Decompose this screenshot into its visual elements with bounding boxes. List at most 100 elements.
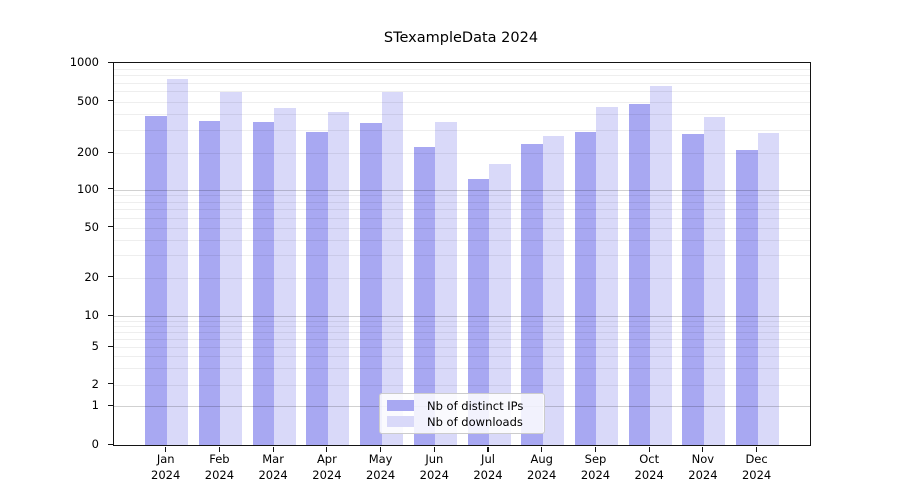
x-tick-mark-may [380, 447, 382, 452]
y-tick-label-200: 200 [77, 145, 99, 159]
bar-jul-distinct-ips [467, 178, 490, 445]
gridline-500 [114, 101, 810, 103]
x-tick-label-jan: Jan 2024 [151, 452, 181, 482]
x-tick-mark-apr [326, 447, 328, 452]
gridline-90 [114, 195, 810, 197]
bar-apr-distinct-ips [306, 131, 328, 445]
plot-area: Nb of distinct IPs Nb of downloads [113, 62, 811, 446]
legend-item-downloads: Nb of downloads [387, 414, 536, 429]
x-tick-label-jul: Jul 2024 [473, 452, 503, 482]
bar-nov-downloads [703, 116, 726, 445]
bar-jul-downloads [489, 164, 511, 445]
x-tick-mark-aug [541, 447, 543, 452]
legend: Nb of distinct IPs Nb of downloads [379, 393, 545, 434]
gridline-4 [114, 356, 810, 358]
x-tick-mark-oct [648, 447, 650, 452]
y-tick-mark-0 [108, 443, 113, 445]
gridline-5 [114, 347, 810, 348]
x-tick-label-sep: Sep 2024 [580, 452, 611, 482]
gridline-600 [114, 91, 810, 93]
x-tick-label-nov: Nov 2024 [688, 452, 718, 482]
y-tick-mark-20 [108, 276, 113, 278]
legend-item-distinct-ips: Nb of distinct IPs [387, 398, 536, 413]
y-tick-mark-500 [108, 100, 113, 102]
x-tick-mark-mar [272, 447, 274, 452]
gridline-9 [114, 320, 810, 322]
y-tick-mark-10 [108, 314, 113, 316]
x-tick-label-may: May 2024 [365, 452, 396, 482]
bar-apr-downloads [327, 112, 350, 445]
bar-jun-distinct-ips [413, 147, 436, 445]
y-tick-label-5: 5 [91, 339, 99, 353]
y-tick-mark-1000 [108, 61, 113, 63]
gridline-300 [114, 130, 810, 132]
grid-layer [114, 63, 810, 445]
x-tick-mark-dec [756, 447, 758, 452]
bar-nov-distinct-ips [682, 133, 704, 445]
x-tick-label-dec: Dec 2024 [741, 452, 772, 482]
gridline-8 [114, 326, 810, 327]
gridline-900 [114, 68, 810, 70]
x-tick-label-feb: Feb 2024 [204, 452, 235, 482]
bar-jun-downloads [435, 122, 457, 445]
gridline-6 [114, 338, 810, 340]
legend-label-distinct-ips: Nb of distinct IPs [427, 398, 524, 413]
y-tick-mark-100 [108, 188, 113, 190]
y-tick-label-500: 500 [77, 93, 99, 108]
gridline-2 [114, 384, 810, 386]
x-tick-label-apr: Apr 2024 [312, 452, 342, 482]
y-tick-label-100: 100 [77, 181, 99, 196]
y-tick-label-10: 10 [84, 308, 99, 322]
x-tick-mark-feb [218, 447, 220, 452]
bar-sep-downloads [596, 106, 618, 445]
x-tick-label-mar: Mar 2024 [258, 452, 288, 482]
x-tick-label-jun: Jun 2024 [419, 452, 449, 482]
gridline-400 [114, 114, 810, 115]
bar-dec-distinct-ips [736, 149, 758, 445]
legend-swatch-distinct-ips [387, 400, 414, 411]
x-tick-label-oct: Oct 2024 [634, 452, 664, 482]
y-tick-mark-1 [108, 404, 113, 406]
bar-oct-distinct-ips [628, 104, 651, 445]
chart-title: STexampleData 2024 [383, 30, 539, 46]
gridline-50 [114, 227, 810, 229]
legend-swatch-downloads [387, 416, 414, 427]
x-tick-mark-jan [165, 447, 167, 452]
gridline-700 [114, 82, 810, 84]
bar-may-distinct-ips [360, 122, 382, 445]
y-tick-label-1: 1 [91, 398, 99, 412]
gridline-60 [114, 217, 810, 219]
x-tick-mark-jul [487, 447, 489, 452]
gridline-30 [114, 255, 810, 257]
bar-jan-distinct-ips [145, 116, 167, 445]
bar-oct-downloads [650, 85, 672, 445]
bar-aug-downloads [542, 135, 565, 445]
y-tick-mark-5 [108, 345, 113, 347]
bar-feb-distinct-ips [198, 120, 221, 445]
gridline-10 [114, 316, 810, 317]
y-tick-mark-200 [108, 151, 113, 153]
x-tick-mark-sep [594, 447, 597, 452]
x-tick-label-aug: Aug 2024 [527, 452, 557, 482]
bar-jan-downloads [166, 78, 189, 445]
bar-feb-downloads [220, 92, 242, 445]
gridline-800 [114, 75, 810, 77]
gridline-100 [114, 189, 810, 191]
bar-sep-distinct-ips [574, 131, 597, 445]
legend-label-downloads: Nb of downloads [427, 414, 523, 429]
y-tick-mark-2 [108, 383, 113, 385]
y-tick-label-50: 50 [84, 219, 99, 234]
bar-mar-distinct-ips [252, 122, 275, 445]
gridline-40 [114, 239, 810, 241]
bar-aug-distinct-ips [521, 143, 543, 445]
gridline-70 [114, 209, 810, 211]
y-tick-label-20: 20 [84, 269, 99, 284]
bar-may-downloads [381, 91, 404, 445]
bar-mar-downloads [274, 107, 296, 445]
gridline-7 [114, 332, 810, 333]
y-tick-label-2: 2 [91, 376, 99, 391]
gridline-200 [114, 153, 810, 154]
gridline-3 [114, 368, 810, 369]
y-tick-label-0: 0 [91, 437, 99, 451]
